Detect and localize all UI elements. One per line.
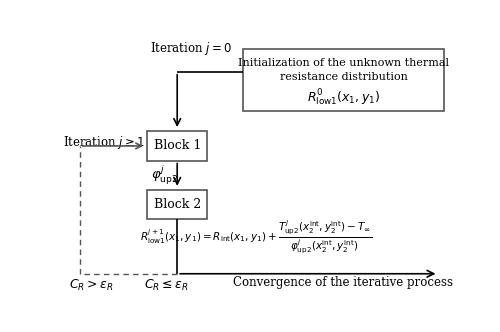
Text: Convergence of the iterative process: Convergence of the iterative process <box>233 276 453 289</box>
Text: $C_R>\varepsilon_R$: $C_R>\varepsilon_R$ <box>70 278 114 293</box>
Text: $C_R\leq\varepsilon_R$: $C_R\leq\varepsilon_R$ <box>144 278 188 293</box>
Text: Iteration $j=0$: Iteration $j=0$ <box>150 40 232 56</box>
Text: $R^0_{\mathrm{low1}}(x_1, y_1)$: $R^0_{\mathrm{low1}}(x_1, y_1)$ <box>307 88 380 108</box>
Text: resistance distribution: resistance distribution <box>280 72 407 82</box>
Text: Block 2: Block 2 <box>154 198 201 211</box>
Bar <box>147 190 207 219</box>
Bar <box>147 131 207 161</box>
Text: $\varphi^j_{\mathrm{up2}}$: $\varphi^j_{\mathrm{up2}}$ <box>151 163 178 186</box>
Bar <box>242 49 444 112</box>
Text: Block 1: Block 1 <box>154 139 201 152</box>
Text: $R^{j+1}_{\mathrm{low1}}(x_1, y_1) = R_{\mathrm{int}}(x_1, y_1) + \dfrac{T^j_{\m: $R^{j+1}_{\mathrm{low1}}(x_1, y_1) = R_{… <box>140 219 372 257</box>
Text: Iteration $j\geq1$: Iteration $j\geq1$ <box>64 133 145 151</box>
Text: Initialization of the unknown thermal: Initialization of the unknown thermal <box>238 57 449 68</box>
